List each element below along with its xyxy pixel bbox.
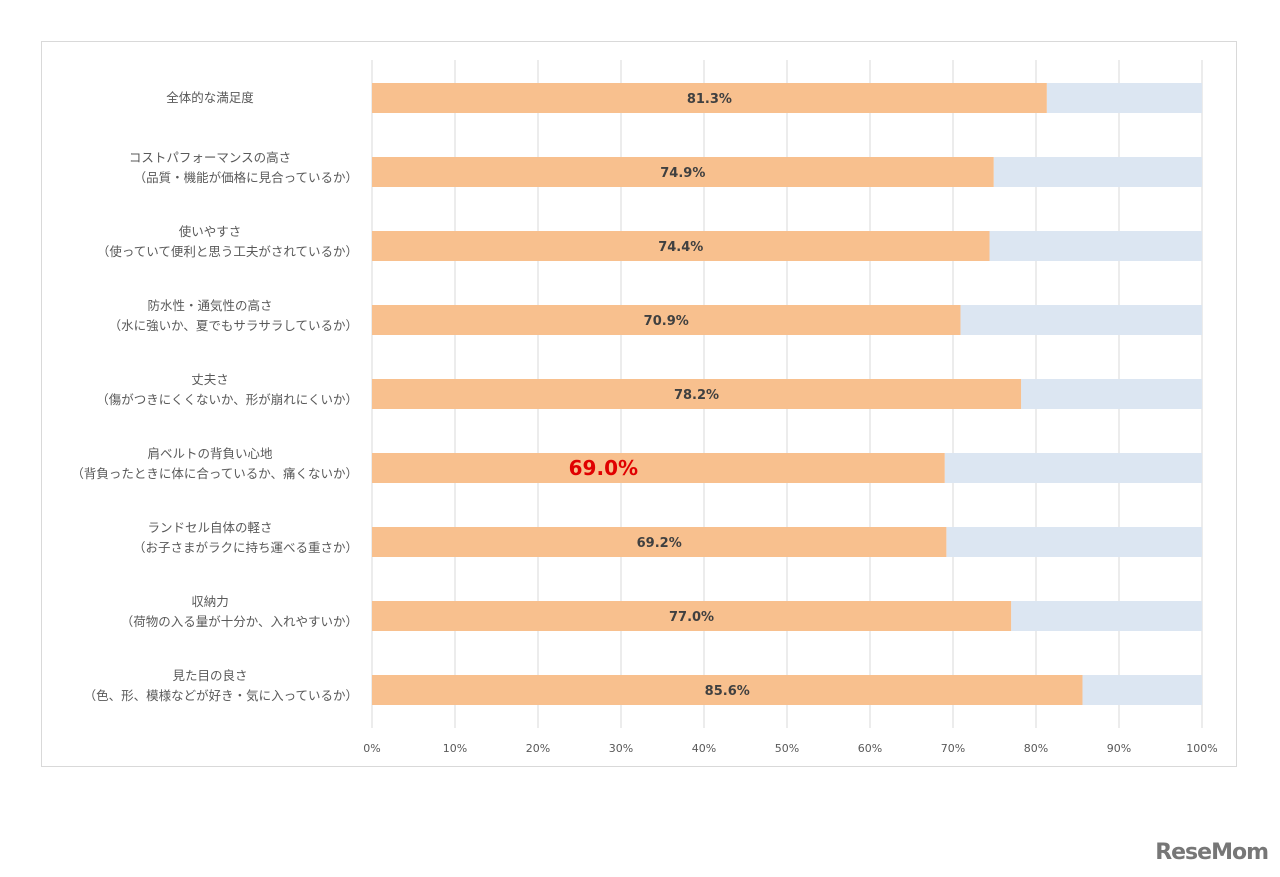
category-label: 丈夫さ	[191, 372, 229, 387]
x-tick-label: 10%	[443, 742, 467, 755]
bar	[372, 83, 1047, 113]
data-label: 70.9%	[644, 314, 689, 329]
category-label: ランドセル自体の軽さ	[147, 520, 272, 535]
category-label: （お子さまがラクに持ち運べる重さか）	[133, 540, 358, 555]
chart-frame	[41, 41, 1237, 767]
data-label: 74.9%	[660, 166, 705, 181]
bar-remainder	[1046, 83, 1202, 113]
bar	[372, 379, 1022, 409]
x-tick-label: 70%	[941, 742, 965, 755]
category-label: （色、形、模様などが好き・気に入っているか）	[84, 688, 358, 703]
bar-remainder	[1011, 601, 1202, 631]
data-label: 77.0%	[669, 610, 714, 625]
resemom-logo: ReseMom	[1155, 840, 1269, 865]
bar-remainder	[944, 453, 1202, 483]
category-label: 肩ベルトの背負い心地	[147, 446, 273, 461]
data-label: 78.2%	[674, 388, 719, 403]
data-label: 74.4%	[658, 240, 703, 255]
category-label: 全体的な満足度	[166, 90, 254, 105]
bar-remainder	[960, 305, 1202, 335]
bar	[372, 453, 945, 483]
category-label: 見た目の良さ	[172, 668, 247, 683]
x-tick-label: 50%	[775, 742, 799, 755]
category-label: 使いやすさ	[179, 224, 242, 239]
data-label: 81.3%	[687, 92, 732, 107]
bar-remainder	[993, 157, 1202, 187]
category-label: （水に強いか、夏でもサラサラしているか）	[109, 318, 358, 333]
category-label: （傷がつきにくくないか、形が崩れにくいか）	[96, 392, 358, 407]
bar	[372, 675, 1083, 705]
bar	[372, 527, 947, 557]
bar	[372, 157, 994, 187]
bar-remainder	[1082, 675, 1202, 705]
x-tick-label: 100%	[1186, 742, 1217, 755]
data-label: 69.2%	[637, 536, 682, 551]
bar-remainder	[946, 527, 1202, 557]
bar-remainder	[1021, 379, 1202, 409]
bar	[372, 231, 990, 261]
bar	[372, 305, 961, 335]
category-label: （使っていて便利と思う工夫がされているか）	[97, 244, 358, 259]
category-label: （背負ったときに体に合っているか、痛くないか）	[71, 466, 358, 481]
data-label: 85.6%	[705, 684, 750, 699]
category-label: コストパフォーマンスの高さ	[129, 150, 291, 165]
category-label: 防水性・通気性の高さ	[147, 298, 272, 313]
category-label: （品質・機能が価格に見合っているか）	[134, 170, 358, 185]
bar-remainder	[989, 231, 1202, 261]
category-label: 収納力	[191, 594, 229, 609]
x-tick-label: 60%	[858, 742, 882, 755]
x-tick-label: 30%	[609, 742, 633, 755]
x-tick-label: 0%	[363, 742, 380, 755]
bar	[372, 601, 1012, 631]
x-tick-label: 90%	[1107, 742, 1131, 755]
category-label: （荷物の入る量が十分か、入れやすいか）	[121, 614, 358, 629]
x-tick-label: 20%	[526, 742, 550, 755]
x-tick-label: 40%	[692, 742, 716, 755]
x-tick-label: 80%	[1024, 742, 1048, 755]
data-label: 69.0%	[569, 456, 638, 480]
